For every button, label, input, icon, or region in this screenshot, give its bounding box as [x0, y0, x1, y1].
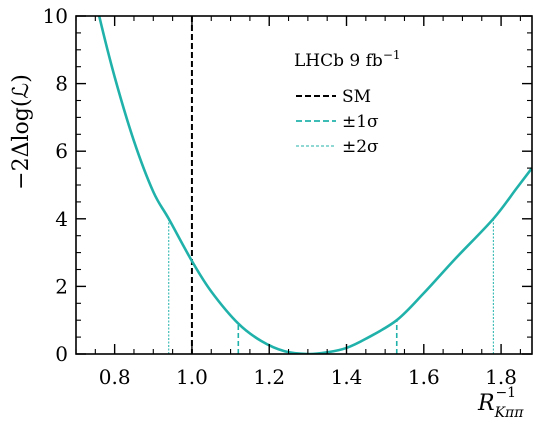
- interval-lines: [168, 218, 494, 354]
- y-axis-label: −2Δlog(ℒ): [9, 74, 34, 190]
- plot-area: [97, 16, 532, 354]
- y-tick-label: 6: [55, 139, 68, 163]
- x-axis-label: RKππ −1: [477, 385, 524, 421]
- legend-title-text: LHCb 9 fb: [294, 51, 383, 71]
- tick-labels: 0.8 1.0 1.2 1.4 1.6 1.8 0 2 4 6 8 10: [43, 4, 517, 389]
- legend-title: LHCb 9 fb−1: [294, 48, 401, 71]
- plot-frame: [75, 15, 533, 355]
- y-tick-label: 0: [55, 342, 68, 366]
- legend-2sigma-label: ±2σ: [342, 137, 379, 157]
- x-tick-label: 1.8: [485, 365, 517, 389]
- x-axis-label-sub: Kππ: [494, 405, 525, 421]
- x-tick-label: 0.8: [99, 365, 131, 389]
- series-group: [97, 16, 532, 354]
- x-tick-label: 1.6: [408, 365, 440, 389]
- y-tick-label: 8: [55, 72, 68, 96]
- likelihood-curve-0: [97, 16, 532, 354]
- x-tick-label: 1.0: [176, 365, 208, 389]
- legend-1sigma-label: ±1σ: [342, 112, 379, 132]
- x-tick-label: 1.4: [331, 365, 363, 389]
- y-tick-label: 2: [55, 274, 68, 298]
- x-axis-label-main: R: [477, 391, 495, 416]
- x-tick-label: 1.2: [253, 365, 285, 389]
- axis-ticks: [75, 15, 532, 355]
- y-tick-label: 10: [43, 4, 68, 28]
- legend: LHCb 9 fb−1 SM ±1σ ±2σ: [294, 48, 401, 157]
- y-tick-label: 4: [55, 207, 68, 231]
- x-axis-label-sup: −1: [495, 385, 516, 401]
- legend-title-sup: −1: [383, 48, 401, 62]
- legend-sm-label: SM: [342, 87, 371, 107]
